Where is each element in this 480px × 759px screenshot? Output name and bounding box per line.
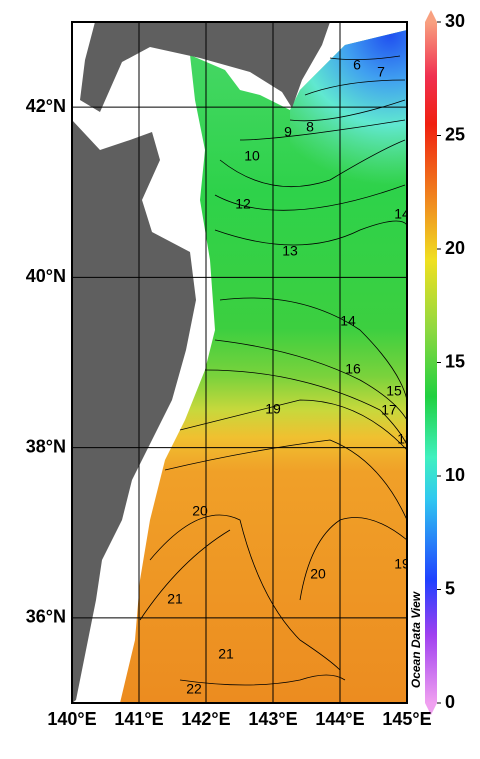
lon-tick-label: 144°E xyxy=(315,709,364,729)
colorbar xyxy=(425,22,437,703)
contour-lines xyxy=(139,55,407,686)
colorbar-bottom-arrow xyxy=(425,703,437,715)
map-frame xyxy=(71,21,408,704)
lat-tick-label: 40°N xyxy=(26,266,66,286)
lon-tick-label: 145°E xyxy=(382,709,431,729)
colorbar-top-arrow xyxy=(425,10,437,22)
contour-label: 20 xyxy=(192,503,208,519)
contour-label: 18 xyxy=(397,431,413,447)
contour-label: 16 xyxy=(345,361,361,377)
cold-water xyxy=(290,30,407,210)
lat-tick-label: 36°N xyxy=(26,607,66,627)
contour-label: 17 xyxy=(381,402,397,418)
lat-tick-label: 38°N xyxy=(26,436,66,456)
lat-tick-label: 42°N xyxy=(26,96,66,116)
contour-label: 21 xyxy=(167,591,183,607)
contour-label: 9 xyxy=(284,124,292,140)
colorbar-tick-label: 5 xyxy=(445,578,455,598)
contour-label: 19 xyxy=(394,556,410,572)
contour-label: 7 xyxy=(377,64,385,80)
contour-label: 12 xyxy=(235,196,251,212)
lon-tick-label: 142°E xyxy=(181,709,230,729)
contour-label: 22 xyxy=(186,681,202,697)
colorbar-tick-label: 10 xyxy=(445,465,465,485)
lon-tick-label: 140°E xyxy=(47,709,96,729)
colorbar-tick-label: 20 xyxy=(445,238,465,258)
colorbar-tick-label: 30 xyxy=(445,11,465,31)
colorbar-tick-label: 0 xyxy=(445,692,455,712)
land-hokkaido xyxy=(80,22,330,112)
contour-label: 14 xyxy=(340,313,356,329)
land-honshu xyxy=(72,120,196,703)
contour-label: 20 xyxy=(310,566,326,582)
colorbar-tick-label: 15 xyxy=(445,351,465,371)
lon-tick-label: 143°E xyxy=(248,709,297,729)
contour-label: 10 xyxy=(244,148,260,164)
contour-label: 14 xyxy=(394,206,410,222)
grid xyxy=(72,22,407,703)
lon-tick-label: 141°E xyxy=(114,709,163,729)
contour-label: 21 xyxy=(218,646,234,662)
watermark: Ocean Data View xyxy=(409,591,423,688)
contour-label: 15 xyxy=(386,383,402,399)
contour-label: 13 xyxy=(282,243,298,259)
contour-label: 6 xyxy=(353,57,361,73)
contour-label: 8 xyxy=(306,119,314,135)
colorbar-tick-label: 25 xyxy=(445,124,465,144)
